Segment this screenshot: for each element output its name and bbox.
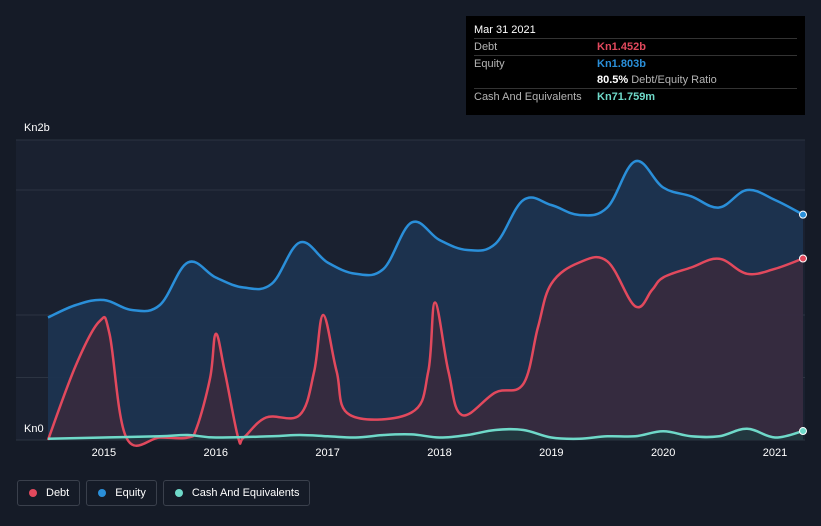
debt-endpoint	[799, 254, 807, 263]
x-axis-ticks: 2015 2016 2017 2018 2019 2020 2021	[92, 447, 788, 459]
tooltip-equity-value: Kn1.803b	[597, 58, 646, 70]
tooltip-cash-value: Kn71.759m	[597, 91, 656, 103]
legend-item-cash[interactable]: Cash And Equivalents	[162, 480, 311, 506]
x-tick-label: 2016	[204, 447, 228, 459]
tooltip-equity-label: Equity	[474, 58, 505, 70]
cash-endpoint	[799, 427, 807, 436]
equity-line	[47, 159, 804, 319]
series-lines	[46, 159, 804, 447]
legend-cash-label: Cash And Equivalents	[191, 487, 300, 499]
tooltip-date: Mar 31 2021	[474, 24, 536, 36]
tooltip-row-ratio: 80.5% Debt/Equity Ratio	[474, 72, 797, 88]
x-tick-label: 2021	[763, 447, 787, 459]
legend-equity-label: Equity	[115, 487, 146, 499]
cash-dot-icon	[174, 489, 183, 497]
x-tick-label: 2015	[92, 447, 116, 459]
tooltip-debt-label: Debt	[474, 41, 498, 53]
debt-area	[48, 257, 803, 446]
cash-line	[47, 427, 804, 441]
tooltip-row-debt: Debt Kn1.452b	[474, 38, 797, 55]
y-axis-bottom-label: Kn0	[24, 423, 44, 435]
series-endpoints	[799, 210, 807, 436]
tooltip-cash-label: Cash And Equivalents	[474, 91, 582, 103]
debt-dot-icon	[29, 489, 37, 497]
data-tooltip: Mar 31 2021 Debt Kn1.452b Equity Kn1.803…	[466, 16, 805, 115]
x-tick-label: 2020	[651, 447, 675, 459]
chart-legend: Debt Equity Cash And Equivalents	[17, 480, 311, 506]
x-tick-label: 2019	[539, 447, 563, 459]
legend-item-equity[interactable]: Equity	[86, 480, 157, 506]
tooltip-debt-value: Kn1.452b	[597, 41, 646, 53]
equity-endpoint	[799, 210, 807, 219]
legend-debt-label: Debt	[46, 487, 70, 499]
legend-item-debt[interactable]: Debt	[17, 480, 81, 506]
y-axis-top-label: Kn2b	[24, 122, 50, 134]
debt-line	[46, 255, 804, 447]
x-tick-label: 2018	[427, 447, 451, 459]
tooltip-ratio-value: 80.5%	[597, 74, 629, 86]
tooltip-row-cash: Cash And Equivalents Kn71.759m	[474, 88, 797, 105]
tooltip-ratio-text: Debt/Equity Ratio	[631, 74, 717, 86]
x-tick-label: 2017	[315, 447, 339, 459]
tooltip-row-equity: Equity Kn1.803b	[474, 55, 797, 72]
equity-dot-icon	[98, 489, 107, 497]
